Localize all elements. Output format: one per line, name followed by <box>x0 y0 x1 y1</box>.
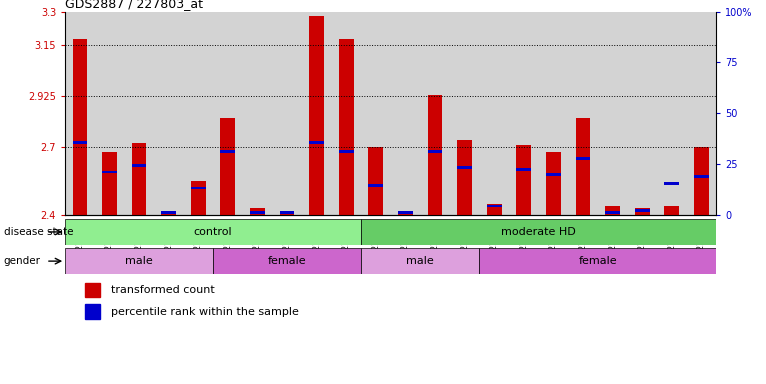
Bar <box>664 182 679 185</box>
Bar <box>546 152 561 215</box>
Bar <box>516 145 532 215</box>
Bar <box>480 12 509 215</box>
Bar <box>65 12 95 215</box>
Bar <box>124 12 154 215</box>
Bar <box>272 12 302 215</box>
Bar <box>191 181 206 215</box>
Bar <box>250 208 265 215</box>
Bar <box>84 283 100 297</box>
Bar <box>457 166 472 169</box>
Bar <box>450 12 480 215</box>
Bar <box>213 12 243 215</box>
Bar <box>546 173 561 176</box>
Bar <box>221 151 235 153</box>
Bar <box>132 164 146 167</box>
Text: male: male <box>125 256 153 266</box>
Bar <box>568 12 597 215</box>
Bar <box>516 169 532 171</box>
Bar <box>191 187 206 189</box>
Bar <box>487 205 502 207</box>
Bar <box>361 12 391 215</box>
Bar <box>391 12 421 215</box>
Bar <box>480 248 716 274</box>
Bar <box>95 12 124 215</box>
Bar <box>280 212 294 214</box>
Bar <box>162 212 176 214</box>
Bar <box>694 147 709 215</box>
Bar <box>605 206 620 215</box>
Bar <box>154 12 184 215</box>
Bar <box>597 12 627 215</box>
Bar <box>309 16 324 215</box>
Text: male: male <box>407 256 434 266</box>
Bar <box>487 204 502 215</box>
Bar <box>686 12 716 215</box>
Bar <box>368 147 383 215</box>
Bar <box>280 210 294 215</box>
Bar <box>162 213 176 215</box>
Bar <box>73 39 87 215</box>
Text: female: female <box>578 256 617 266</box>
Bar <box>509 12 538 215</box>
Text: transformed count: transformed count <box>111 285 214 295</box>
Bar <box>65 219 361 245</box>
Bar <box>635 208 650 215</box>
Bar <box>65 248 213 274</box>
Bar <box>302 12 332 215</box>
Bar <box>694 175 709 178</box>
Text: GDS2887 / 227803_at: GDS2887 / 227803_at <box>65 0 203 10</box>
Bar <box>250 212 265 214</box>
Bar <box>213 248 361 274</box>
Bar <box>102 152 117 215</box>
Bar <box>657 12 686 215</box>
Text: female: female <box>268 256 306 266</box>
Bar <box>243 12 272 215</box>
Bar <box>427 151 443 153</box>
Text: percentile rank within the sample: percentile rank within the sample <box>111 307 299 317</box>
Bar <box>361 219 716 245</box>
Bar <box>84 304 100 319</box>
Bar <box>361 248 480 274</box>
Bar <box>339 39 354 215</box>
Bar <box>421 12 450 215</box>
Bar <box>221 118 235 215</box>
Text: control: control <box>194 227 232 237</box>
Bar <box>398 212 413 214</box>
Text: moderate HD: moderate HD <box>501 227 576 237</box>
Bar <box>427 95 443 215</box>
Bar <box>102 171 117 174</box>
Bar <box>368 184 383 187</box>
Bar <box>635 209 650 212</box>
Bar <box>664 206 679 215</box>
Bar <box>575 157 591 160</box>
Bar <box>339 151 354 153</box>
Bar <box>73 141 87 144</box>
Bar <box>184 12 213 215</box>
Bar <box>627 12 657 215</box>
Text: gender: gender <box>4 256 41 266</box>
Bar <box>332 12 361 215</box>
Bar <box>538 12 568 215</box>
Bar <box>398 210 413 215</box>
Bar <box>457 141 472 215</box>
Bar <box>309 141 324 144</box>
Bar <box>605 212 620 214</box>
Bar <box>575 118 591 215</box>
Text: disease state: disease state <box>4 227 74 237</box>
Bar <box>132 143 146 215</box>
